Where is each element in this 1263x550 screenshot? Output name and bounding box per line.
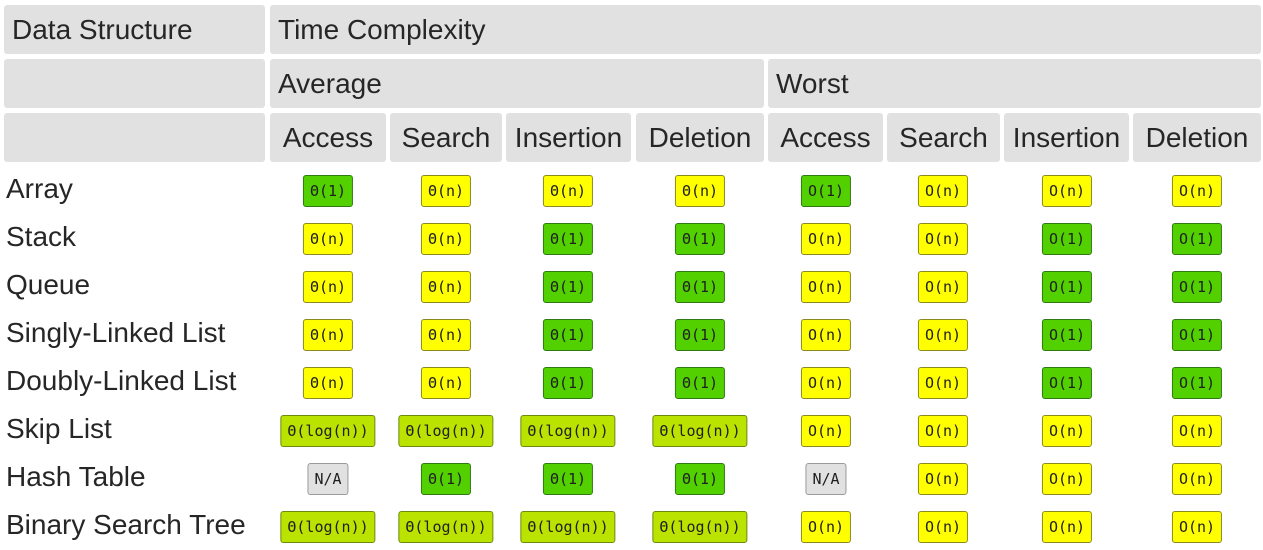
column-header-worst-access: Access bbox=[768, 113, 883, 162]
row-label-stack: Stack bbox=[6, 221, 77, 252]
complexity-badge-worst-search: O(n) bbox=[917, 175, 969, 207]
complexity-badge-worst-insertion: O(n) bbox=[1041, 463, 1093, 495]
complexity-badge-worst-insertion: O(1) bbox=[1041, 319, 1093, 351]
complexity-badge-worst-access: O(n) bbox=[800, 271, 852, 303]
complexity-badge-avg-access: Θ(log(n)) bbox=[280, 415, 376, 447]
complexity-badge-avg-search: Θ(n) bbox=[420, 367, 472, 399]
complexity-badge-avg-deletion: Θ(n) bbox=[674, 175, 726, 207]
complexity-badge-avg-search: Θ(1) bbox=[420, 463, 472, 495]
complexity-badge-worst-search: O(n) bbox=[917, 463, 969, 495]
complexity-badge-avg-search: Θ(n) bbox=[420, 223, 472, 255]
complexity-badge-avg-deletion: Θ(1) bbox=[674, 367, 726, 399]
complexity-badge-worst-insertion: O(1) bbox=[1041, 367, 1093, 399]
column-header-avg-search: Search bbox=[390, 113, 502, 162]
row-label-hash-table: Hash Table bbox=[6, 461, 146, 492]
complexity-badge-avg-insertion: Θ(1) bbox=[542, 271, 594, 303]
complexity-badge-avg-access: Θ(n) bbox=[302, 367, 354, 399]
complexity-badge-worst-deletion: O(n) bbox=[1171, 415, 1223, 447]
header-average: Average bbox=[270, 59, 764, 108]
complexity-badge-avg-access: Θ(log(n)) bbox=[280, 511, 376, 543]
complexity-badge-avg-insertion: Θ(1) bbox=[542, 223, 594, 255]
header-empty-2 bbox=[4, 113, 265, 162]
complexity-badge-avg-deletion: Θ(1) bbox=[674, 271, 726, 303]
complexity-badge-worst-access: O(n) bbox=[800, 367, 852, 399]
complexity-badge-worst-deletion: O(1) bbox=[1171, 271, 1223, 303]
complexity-badge-avg-access: Θ(n) bbox=[302, 271, 354, 303]
complexity-badge-avg-access: Θ(n) bbox=[302, 223, 354, 255]
header-data-structure: Data Structure bbox=[4, 5, 265, 54]
complexity-badge-avg-search: Θ(log(n)) bbox=[398, 511, 494, 543]
row-label-binary-search-tree: Binary Search Tree bbox=[6, 509, 246, 540]
complexity-badge-worst-deletion: O(n) bbox=[1171, 175, 1223, 207]
row-label-queue: Queue bbox=[6, 269, 91, 300]
complexity-badge-worst-deletion: O(1) bbox=[1171, 319, 1223, 351]
header-time-complexity: Time Complexity bbox=[270, 5, 1261, 54]
complexity-badge-worst-search: O(n) bbox=[917, 223, 969, 255]
complexity-badge-avg-access: N/A bbox=[307, 463, 349, 495]
complexity-badge-worst-search: O(n) bbox=[917, 319, 969, 351]
complexity-badge-avg-access: Θ(1) bbox=[302, 175, 354, 207]
row-label-array: Array bbox=[6, 173, 73, 204]
complexity-badge-avg-deletion: Θ(1) bbox=[674, 463, 726, 495]
complexity-badge-avg-deletion: Θ(1) bbox=[674, 223, 726, 255]
complexity-badge-avg-insertion: Θ(n) bbox=[542, 175, 594, 207]
complexity-badge-worst-deletion: O(1) bbox=[1171, 223, 1223, 255]
complexity-badge-worst-insertion: O(n) bbox=[1041, 415, 1093, 447]
complexity-badge-avg-access: Θ(n) bbox=[302, 319, 354, 351]
complexity-badge-avg-insertion: Θ(1) bbox=[542, 463, 594, 495]
complexity-badge-worst-search: O(n) bbox=[917, 511, 969, 543]
complexity-badge-avg-search: Θ(n) bbox=[420, 175, 472, 207]
complexity-badge-worst-deletion: O(n) bbox=[1171, 511, 1223, 543]
complexity-badge-worst-deletion: O(1) bbox=[1171, 367, 1223, 399]
complexity-badge-avg-deletion: Θ(log(n)) bbox=[652, 415, 748, 447]
header-empty-1 bbox=[4, 59, 265, 108]
row-label-singly-linked-list: Singly-Linked List bbox=[6, 317, 226, 348]
complexity-badge-worst-access: O(n) bbox=[800, 319, 852, 351]
column-header-worst-insertion: Insertion bbox=[1004, 113, 1129, 162]
complexity-badge-worst-search: O(n) bbox=[917, 415, 969, 447]
column-header-avg-deletion: Deletion bbox=[636, 113, 764, 162]
complexity-badge-avg-search: Θ(n) bbox=[420, 271, 472, 303]
complexity-badge-avg-insertion: Θ(log(n)) bbox=[520, 511, 616, 543]
complexity-badge-worst-insertion: O(1) bbox=[1041, 271, 1093, 303]
column-header-worst-deletion: Deletion bbox=[1133, 113, 1261, 162]
complexity-badge-worst-access: O(n) bbox=[800, 223, 852, 255]
complexity-badge-worst-search: O(n) bbox=[917, 367, 969, 399]
row-label-doubly-linked-list: Doubly-Linked List bbox=[6, 365, 237, 396]
complexity-badge-worst-access: O(n) bbox=[800, 415, 852, 447]
complexity-badge-avg-insertion: Θ(log(n)) bbox=[520, 415, 616, 447]
complexity-badge-worst-deletion: O(n) bbox=[1171, 463, 1223, 495]
complexity-badge-worst-insertion: O(n) bbox=[1041, 175, 1093, 207]
complexity-badge-worst-access: O(1) bbox=[800, 175, 852, 207]
header-worst: Worst bbox=[768, 59, 1261, 108]
complexity-badge-avg-insertion: Θ(1) bbox=[542, 319, 594, 351]
complexity-badge-avg-deletion: Θ(1) bbox=[674, 319, 726, 351]
complexity-badge-avg-insertion: Θ(1) bbox=[542, 367, 594, 399]
complexity-badge-worst-access: N/A bbox=[805, 463, 847, 495]
column-header-worst-search: Search bbox=[887, 113, 1000, 162]
complexity-badge-avg-search: Θ(n) bbox=[420, 319, 472, 351]
complexity-badge-worst-insertion: O(1) bbox=[1041, 223, 1093, 255]
complexity-badge-worst-search: O(n) bbox=[917, 271, 969, 303]
complexity-badge-avg-search: Θ(log(n)) bbox=[398, 415, 494, 447]
row-label-skip-list: Skip List bbox=[6, 413, 112, 444]
complexity-badge-avg-deletion: Θ(log(n)) bbox=[652, 511, 748, 543]
complexity-badge-worst-insertion: O(n) bbox=[1041, 511, 1093, 543]
column-header-avg-insertion: Insertion bbox=[506, 113, 631, 162]
complexity-badge-worst-access: O(n) bbox=[800, 511, 852, 543]
column-header-avg-access: Access bbox=[270, 113, 386, 162]
